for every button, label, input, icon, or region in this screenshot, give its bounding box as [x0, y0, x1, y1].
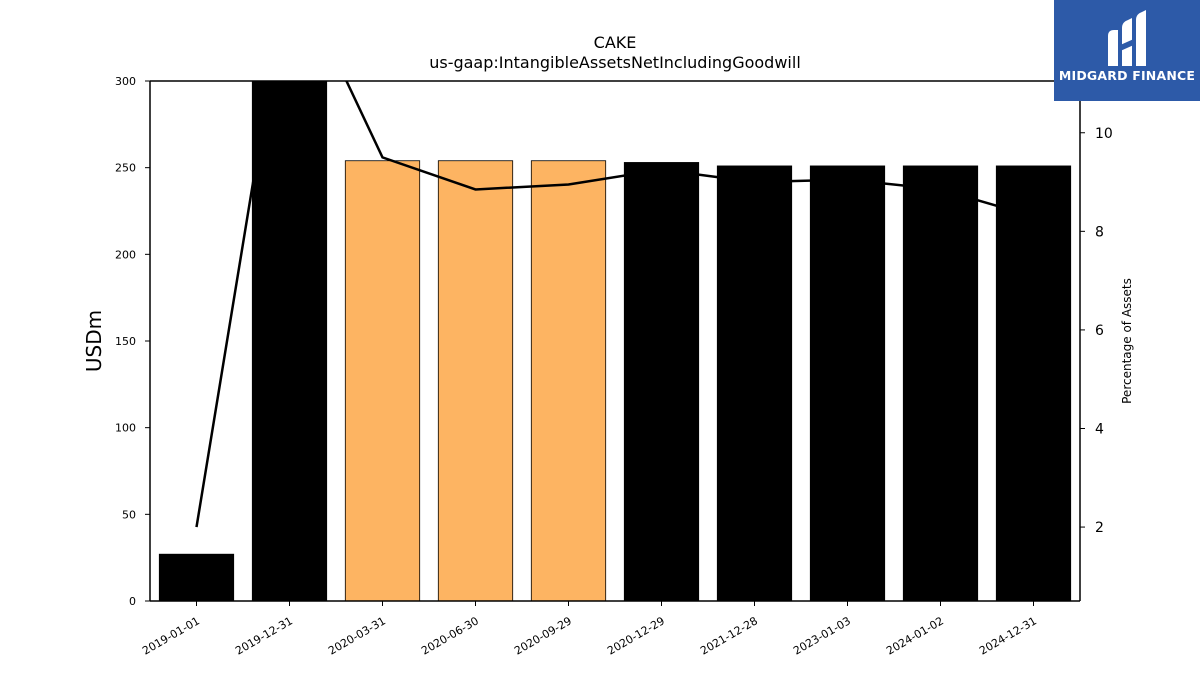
bar-2020-12-29: [623, 162, 700, 601]
chart-title: CAKE: [594, 33, 637, 52]
logo-text: MIDGARD FINANCE: [1058, 68, 1196, 83]
y2-tick-label-8: 8: [1095, 224, 1104, 240]
bar-2020-09-29: [530, 160, 607, 601]
y-axis-label: USDm: [82, 310, 106, 372]
logo-mark-icon: [1108, 10, 1146, 66]
x-tick-label-2019-12-31: 2019-12-31: [233, 614, 295, 657]
chart-subtitle: us-gaap:IntangibleAssetsNetIncludingGood…: [429, 53, 801, 72]
bar-2019-01-01: [158, 553, 235, 601]
y2-axis-label: Percentage of Assets: [1120, 278, 1134, 404]
x-tick-label-2024-12-31: 2024-12-31: [977, 614, 1039, 657]
x-tick-label-2024-01-02: 2024-01-02: [884, 614, 946, 657]
bar-2021-12-28: [716, 165, 793, 601]
y2-tick-label-10: 10: [1095, 126, 1113, 142]
x-tick-label-2020-09-29: 2020-09-29: [512, 614, 574, 657]
bar-2019-12-31: [251, 81, 328, 601]
y-tick-label-0: 0: [129, 595, 136, 608]
bar-2020-03-31: [344, 160, 421, 601]
percentage-of-assets-line: [195, 81, 1034, 528]
x-tick-label-2021-12-28: 2021-12-28: [698, 614, 760, 657]
bar-2024-12-31: [995, 165, 1072, 601]
x-tick-label-2020-12-29: 2020-12-29: [605, 614, 667, 657]
x-tick-label-2019-01-01: 2019-01-01: [140, 614, 202, 657]
y-tick-label-100: 100: [115, 422, 136, 435]
y-tick-label-200: 200: [115, 248, 136, 261]
x-tick-label-2020-03-31: 2020-03-31: [326, 614, 388, 657]
y-tick-label-50: 50: [122, 508, 136, 521]
x-tick-label-2020-06-30: 2020-06-30: [419, 614, 481, 657]
bar-2020-06-30: [437, 160, 514, 601]
y2-tick-label-4: 4: [1095, 421, 1104, 437]
brand-logo: MIDGARD FINANCE: [1054, 0, 1200, 101]
bar-2024-01-02: [902, 165, 979, 601]
bar-2023-01-03: [809, 165, 886, 601]
x-tick-label-2023-01-03: 2023-01-03: [791, 614, 853, 657]
y-tick-label-250: 250: [115, 162, 136, 175]
y2-tick-label-2: 2: [1095, 520, 1104, 536]
y-tick-label-150: 150: [115, 335, 136, 348]
y2-tick-label-6: 6: [1095, 323, 1104, 339]
y-tick-label-300: 300: [115, 75, 136, 88]
